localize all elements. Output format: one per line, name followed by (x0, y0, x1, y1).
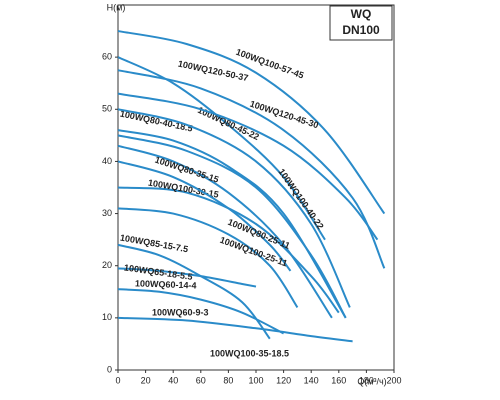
curve (117, 56, 326, 241)
x-axis-label: Q(м³/ч) (357, 376, 386, 386)
x-tick-label: 200 (386, 375, 401, 385)
y-tick-label: 40 (102, 156, 112, 166)
curve-label: 100WQ100-35-18.5 (210, 348, 289, 358)
curve (117, 207, 299, 308)
chart-subtitle: DN100 (342, 23, 380, 37)
curve (117, 134, 347, 319)
curve (117, 186, 340, 314)
x-tick-label: 120 (276, 375, 291, 385)
y-tick-label: 50 (102, 104, 112, 114)
curve (117, 243, 271, 340)
x-tick-label: 160 (331, 375, 346, 385)
chart-title: WQ (351, 7, 372, 21)
curve-label: 100WQ85-15-7.5 (119, 232, 189, 254)
y-tick-label: 10 (102, 312, 112, 322)
x-tick-label: 100 (248, 375, 263, 385)
x-tick-label: 80 (223, 375, 233, 385)
x-tick-label: 0 (115, 375, 120, 385)
curve (117, 160, 292, 272)
x-tick-label: 180 (359, 375, 374, 385)
curve (117, 288, 285, 335)
y-tick-label: 0 (107, 364, 112, 374)
curve (117, 267, 257, 288)
x-tick-label: 140 (304, 375, 319, 385)
curve (117, 129, 347, 319)
curve (117, 108, 351, 308)
x-tick-label: 40 (168, 375, 178, 385)
y-axis-label: H(м) (107, 2, 126, 12)
y-tick-label: 30 (102, 208, 112, 218)
curve (117, 30, 386, 215)
curve (117, 69, 386, 269)
curve (117, 316, 353, 343)
y-tick-label: 60 (102, 52, 112, 62)
curve-label: 100WQ100-40-22 (276, 167, 325, 231)
curve-label: 100WQ60-9-3 (152, 307, 209, 317)
x-tick-label: 20 (141, 375, 151, 385)
curve (117, 144, 333, 319)
title-box (329, 5, 393, 41)
x-tick-label: 60 (196, 375, 206, 385)
curve (117, 92, 379, 241)
y-tick-label: 20 (102, 260, 112, 270)
curve-label: 100WQ60-14-4 (135, 278, 197, 290)
